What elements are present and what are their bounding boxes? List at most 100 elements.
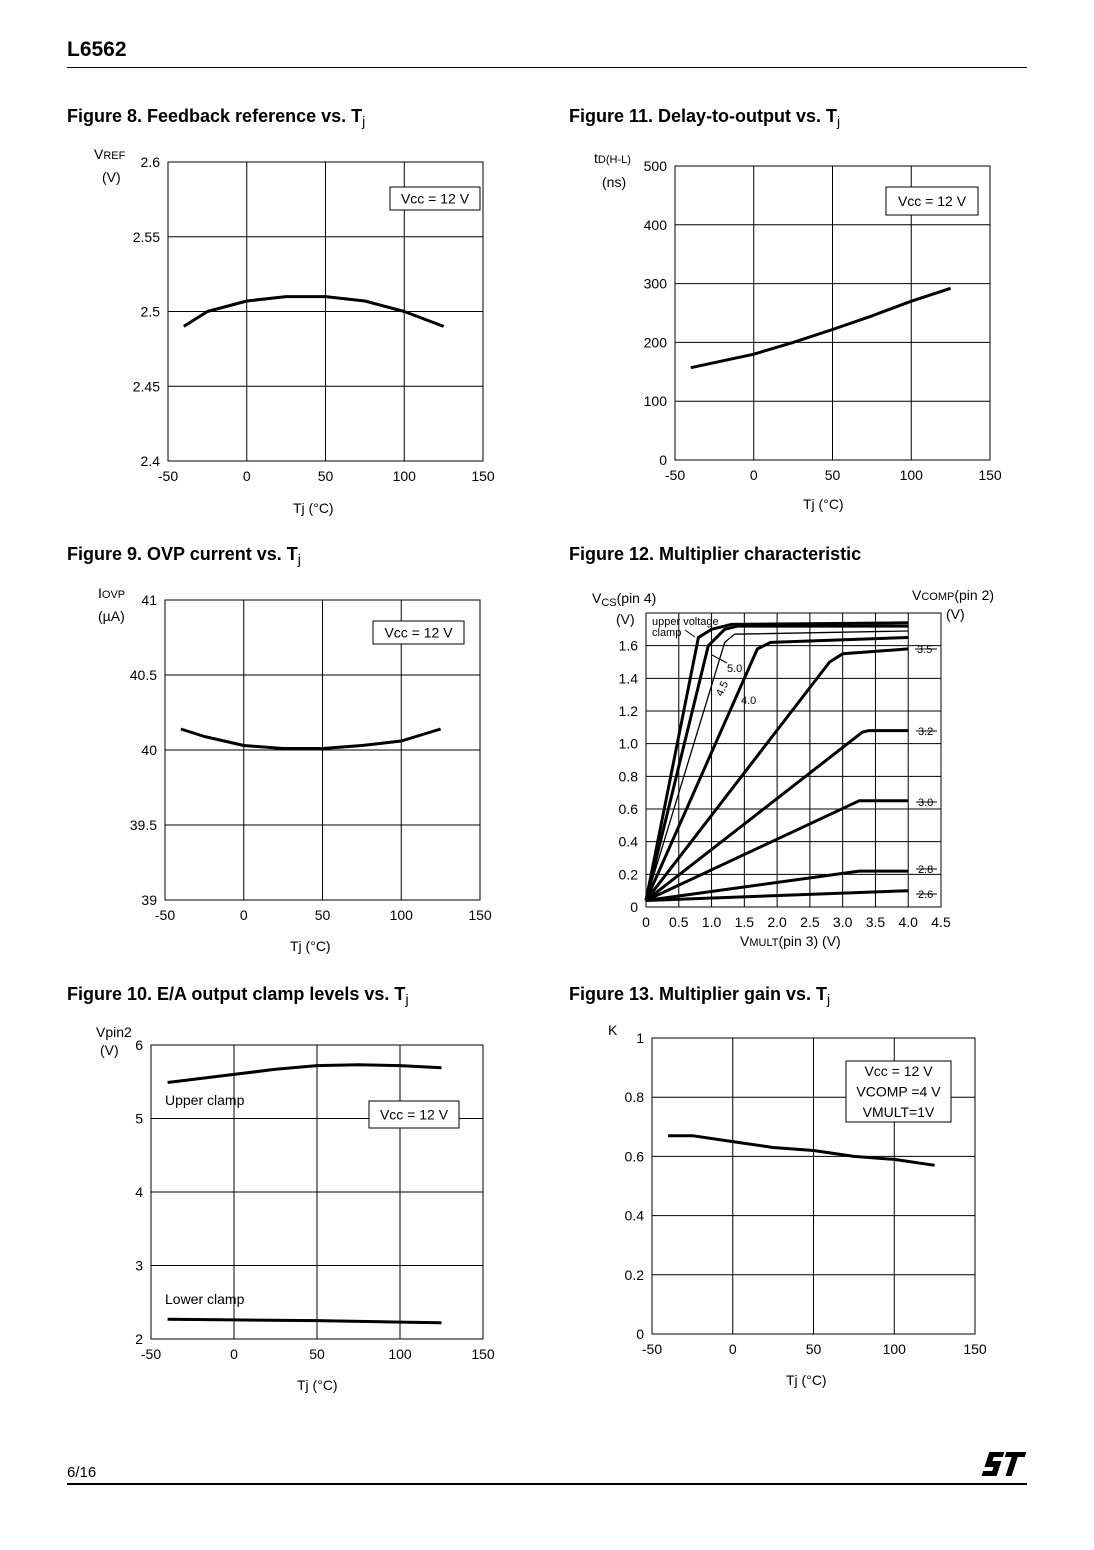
series-label: 2.6 [918, 889, 933, 901]
figure-title-sub: j [827, 991, 831, 1007]
fig12-y-label: VCS(pin 4) [592, 590, 657, 609]
figure-10-title: Figure 10. E/A output clamp levels vs. T… [67, 984, 409, 1007]
x-tick-label: 50 [315, 907, 331, 923]
x-tick-label: 3.0 [833, 914, 853, 930]
fig10-chart: -50 0 50 100 150 2 3 4 5 6 Upper clamp Lower clamp V… [135, 1037, 495, 1362]
x-tick-label: 150 [978, 467, 1002, 483]
x-tick-label: 100 [390, 907, 414, 923]
fig8-y-unit: (V) [102, 169, 121, 185]
x-tick-label: 1.5 [735, 914, 755, 930]
x-tick-label: 150 [963, 1341, 987, 1357]
fig10-x-label: Tj (°C) [297, 1377, 338, 1393]
y-tick-label: 100 [644, 393, 668, 409]
series-line-k [668, 1134, 935, 1167]
legend-entry: Vcc = 12 V [898, 193, 967, 209]
y-tick-label: 1.6 [619, 638, 639, 654]
y-tick-label: 1.0 [619, 736, 639, 752]
header-rule [67, 67, 1027, 68]
figure-title-text: Figure 11. Delay-to-output vs. T [569, 106, 838, 126]
legend-entry: VMULT=1V [863, 1104, 935, 1120]
plot-frame [167, 161, 484, 462]
y-tick-label: 0.6 [619, 801, 639, 817]
x-tick-label: 2.0 [767, 914, 787, 930]
y-tick-label: 40 [141, 742, 157, 758]
y-tick-label: 1 [636, 1030, 644, 1046]
y-tick-label: 200 [644, 334, 668, 350]
legend-box [845, 1060, 952, 1123]
y-tick-label: 1.4 [619, 670, 639, 686]
legend-entry: Vcc = 12 V [384, 625, 453, 641]
series-label: 4.0 [741, 695, 756, 707]
y-tick-label: 0 [630, 899, 638, 915]
figure-title-sub: j [837, 113, 841, 129]
x-tick-label: -50 [642, 1341, 662, 1357]
legend-entry: Vcc = 12 V [401, 191, 470, 207]
fig12-right-unit: (V) [946, 606, 965, 622]
y-tick-label: 0.4 [619, 834, 639, 850]
y-tick-label: 2.5 [141, 304, 161, 320]
x-tick-label: 0 [240, 907, 248, 923]
plot-frame [651, 1037, 976, 1335]
x-tick-label: 150 [471, 1346, 495, 1362]
plot-frame [645, 612, 942, 908]
annotation-arrow [684, 629, 696, 638]
x-tick-label: 4.5 [931, 914, 951, 930]
x-tick-label: 0 [642, 914, 650, 930]
series-line-3-0 [645, 799, 909, 902]
fig9-chart: -50 0 50 100 150 39 39.5 40 40.5 41 Vcc = 12 V [130, 592, 492, 923]
legend-box [885, 186, 979, 216]
annotation-text: clamp [652, 627, 681, 639]
fig9-x-label: Tj (°C) [290, 938, 331, 954]
figure-title-text: Figure 9. OVP current vs. T [67, 544, 298, 564]
document-title: L6562 [67, 38, 127, 61]
fig8-x-label: Tj (°C) [293, 500, 334, 516]
figure-13-title: Figure 13. Multiplier gain vs. Tj [569, 984, 830, 1007]
x-tick-label: -50 [665, 467, 685, 483]
fig10-y-label: Vpin2 [96, 1024, 132, 1040]
y-tick-label: 0.6 [625, 1148, 645, 1164]
legend-box [368, 1100, 460, 1129]
x-tick-label: 0 [750, 467, 758, 483]
series-label: 3.2 [918, 726, 933, 738]
y-tick-label: 0 [659, 452, 667, 468]
legend-entry: Vcc = 12 V [380, 1107, 449, 1123]
figure-12-title: Figure 12. Multiplier characteristic [569, 544, 861, 565]
y-tick-label: 6 [135, 1037, 143, 1053]
y-tick-label: 300 [644, 276, 668, 292]
series-label: Upper clamp [165, 1092, 245, 1108]
x-tick-label: 100 [388, 1346, 412, 1362]
fig11-y-unit: (ns) [602, 174, 627, 190]
footer-rule [67, 1483, 1027, 1485]
x-tick-label: 4.0 [898, 914, 918, 930]
x-tick-label: 0 [230, 1346, 238, 1362]
fig11-x-label: Tj (°C) [803, 496, 844, 512]
legend-entry: Vcc = 12 V [864, 1063, 933, 1079]
fig12-x-label: VMULT(pin 3) (V) [740, 933, 841, 949]
figure-9-title: Figure 9. OVP current vs. Tj [67, 544, 301, 567]
series-label: 2.8 [918, 864, 933, 876]
y-tick-label: 0.2 [625, 1267, 645, 1283]
y-tick-label: 1.2 [619, 703, 639, 719]
y-tick-label: 5 [135, 1111, 143, 1127]
x-tick-label: 0 [729, 1341, 737, 1357]
legend-entry: VCOMP =4 V [856, 1084, 941, 1100]
fig9-y-label: IOVP [98, 585, 126, 601]
figure-title-text: Figure 12. Multiplier characteristic [569, 544, 862, 564]
series-line-3-2 [645, 729, 909, 902]
figure-11-title: Figure 11. Delay-to-output vs. Tj [569, 106, 840, 129]
x-tick-label: 50 [825, 467, 841, 483]
series-line-4-0 [644, 636, 909, 902]
x-tick-label: 100 [883, 1341, 907, 1357]
x-tick-label: 150 [468, 907, 492, 923]
y-tick-label: 0.8 [619, 768, 639, 784]
series-label: Lower clamp [165, 1291, 245, 1307]
y-tick-label: 500 [644, 158, 668, 174]
figure-title-sub: j [297, 551, 301, 567]
annotation-text: upper voltage [652, 616, 719, 628]
figure-title-text: Figure 10. E/A output clamp levels vs. T [67, 984, 406, 1004]
figure-title-sub: j [362, 113, 366, 129]
y-tick-label: 2 [135, 1331, 143, 1347]
y-tick-label: 2.45 [133, 378, 160, 394]
y-tick-label: 0 [636, 1326, 644, 1342]
